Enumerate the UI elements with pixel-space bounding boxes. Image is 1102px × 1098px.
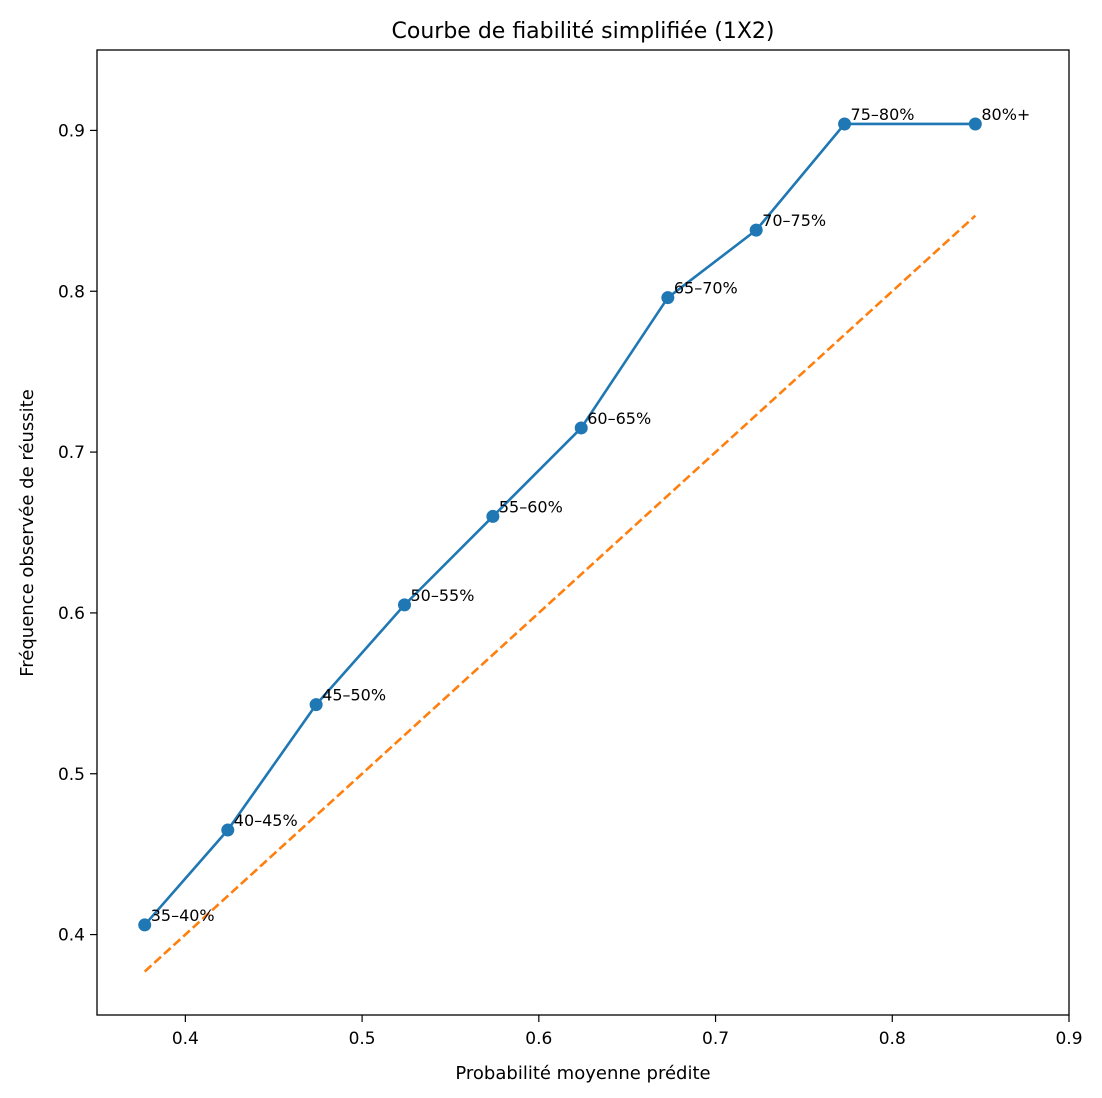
- x-tick-label: 0.9: [1055, 1029, 1082, 1049]
- x-tick-label: 0.6: [525, 1029, 552, 1049]
- data-point: [486, 509, 500, 523]
- point-label: 50–55%: [411, 586, 475, 605]
- y-tick-label: 0.6: [58, 604, 85, 624]
- point-label: 55–60%: [499, 497, 563, 516]
- data-point: [968, 117, 982, 131]
- data-point: [574, 421, 588, 435]
- plot-area: 35–40% 40–45% 45–50% 50–55% 55–60% 60–65% 65–7…: [138, 105, 1030, 973]
- data-point: [398, 598, 412, 612]
- data-point: [749, 223, 763, 237]
- chart-title: Courbe de fiabilité simplifiée (1X2): [392, 19, 775, 44]
- point-label: 70–75%: [762, 211, 826, 230]
- point-label: 65–70%: [674, 279, 738, 298]
- data-point: [309, 698, 323, 712]
- y-tick-label: 0.8: [58, 282, 85, 302]
- point-label: 45–50%: [322, 686, 386, 705]
- y-tick-label: 0.5: [58, 765, 85, 785]
- x-tick-label: 0.4: [172, 1029, 199, 1049]
- x-axis-label: Probabilité moyenne prédite: [455, 1063, 710, 1084]
- y-tick-label: 0.4: [58, 926, 85, 946]
- y-tick-label: 0.7: [58, 443, 85, 463]
- data-point: [221, 823, 235, 837]
- y-axis-ticks: 0.4 0.5 0.6 0.7 0.8 0.9: [58, 121, 97, 946]
- x-axis-ticks: 0.4 0.5 0.6 0.7 0.8 0.9: [172, 1015, 1083, 1049]
- data-point: [661, 291, 675, 305]
- y-axis-label: Fréquence observée de réussite: [17, 389, 38, 677]
- reliability-series-line: [143, 122, 976, 926]
- x-tick-label: 0.7: [702, 1029, 729, 1049]
- x-tick-label: 0.5: [349, 1029, 376, 1049]
- point-label: 80%+: [981, 105, 1030, 124]
- point-label: 35–40%: [151, 906, 215, 925]
- point-label: 75–80%: [851, 105, 915, 124]
- reference-diagonal-line: [143, 214, 977, 973]
- point-label: 60–65%: [587, 409, 651, 428]
- x-tick-label: 0.8: [879, 1029, 906, 1049]
- point-label: 40–45%: [234, 811, 298, 830]
- plot-frame: [96, 49, 1070, 1016]
- y-tick-label: 0.9: [58, 121, 85, 141]
- data-point: [838, 117, 852, 131]
- data-point: [138, 918, 152, 932]
